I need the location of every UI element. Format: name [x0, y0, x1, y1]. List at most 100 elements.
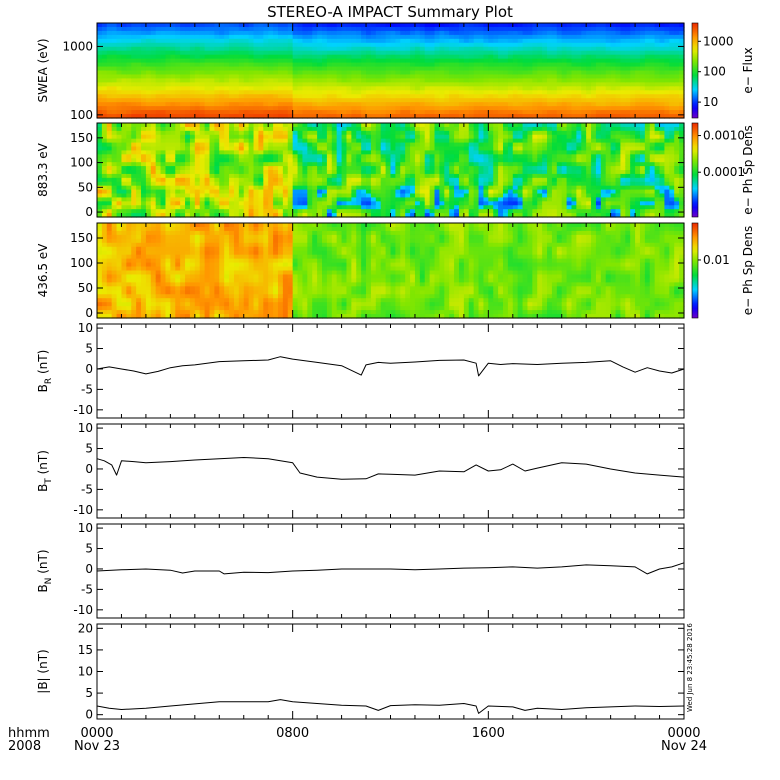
heatmap-cell: [126, 62, 132, 68]
heatmap-cell: [547, 66, 553, 72]
heatmap-cell: [233, 30, 240, 36]
heatmap-cell: [532, 62, 538, 68]
heatmap-cell: [429, 23, 436, 28]
heatmap-cell: [649, 110, 656, 115]
heatmap-cell: [595, 74, 602, 80]
heatmap-cell: [126, 78, 132, 83]
heatmap-cell: [361, 70, 367, 76]
heatmap-cell: [390, 90, 396, 95]
heatmap-cell: [111, 38, 118, 44]
heatmap-cell: [312, 94, 318, 99]
heatmap-cell: [571, 38, 577, 44]
heatmap-cell: [414, 166, 421, 171]
heatmap-cell: [312, 58, 318, 64]
heatmap-cell: [214, 98, 220, 103]
heatmap-cell: [209, 70, 215, 76]
heatmap-cell: [468, 209, 475, 214]
heatmap-cell: [322, 154, 328, 159]
heatmap-cell: [625, 86, 631, 91]
heatmap-cell: [468, 102, 475, 107]
heatmap-cell: [556, 114, 563, 119]
heatmap-cell: [282, 154, 289, 159]
heatmap-cell: [322, 42, 328, 48]
heatmap-cell: [150, 213, 157, 218]
heatmap-cell: [263, 58, 269, 64]
heatmap-cell: [287, 150, 294, 155]
heatmap-cell: [444, 170, 450, 175]
heatmap-cell: [390, 213, 396, 218]
heatmap-cell: [326, 78, 333, 83]
heatmap-cell: [150, 173, 157, 179]
heatmap-cell: [277, 185, 284, 191]
heatmap-cell: [395, 209, 401, 214]
heatmap-cell: [273, 38, 279, 44]
heatmap-cell: [243, 78, 250, 83]
heatmap-cell: [141, 170, 147, 175]
heatmap-cell: [478, 146, 485, 152]
heatmap-cell: [429, 54, 436, 60]
heatmap-cell: [233, 46, 240, 52]
heatmap-cell: [336, 38, 343, 44]
heatmap-cell: [341, 86, 348, 91]
heatmap-cell: [439, 82, 445, 87]
heatmap-cell: [141, 106, 147, 111]
heatmap-cell: [238, 106, 245, 111]
heatmap-cell: [595, 94, 602, 99]
heatmap-cell: [385, 110, 392, 115]
heatmap-cell: [414, 177, 421, 183]
heatmap-cell: [375, 26, 382, 32]
heatmap-cell: [253, 98, 260, 103]
heatmap-cell: [297, 142, 304, 148]
heatmap-cell: [361, 114, 367, 119]
heatmap-cell: [463, 54, 470, 60]
heatmap-cell: [537, 26, 543, 32]
heatmap-cell: [126, 209, 132, 214]
heatmap-cell: [145, 78, 152, 83]
heatmap-cell: [101, 166, 108, 171]
heatmap-cell: [605, 62, 612, 68]
heatmap-cell: [493, 126, 499, 132]
heatmap-cell: [317, 138, 323, 144]
heatmap-cell: [185, 66, 191, 72]
heatmap-cell: [375, 158, 382, 163]
heatmap-cell: [561, 94, 568, 99]
heatmap-cell: [292, 106, 299, 111]
heatmap-cell: [439, 86, 445, 91]
heatmap-cell: [635, 26, 641, 32]
heatmap-cell: [175, 90, 181, 95]
heatmap-cell: [356, 34, 362, 40]
heatmap-cell: [273, 82, 279, 87]
heatmap-cell: [512, 58, 519, 64]
heatmap-cell: [150, 78, 157, 83]
heatmap-cell: [263, 205, 269, 210]
heatmap-cell: [454, 177, 460, 183]
heatmap-cell: [395, 162, 401, 167]
heatmap-cell: [322, 205, 328, 210]
heatmap-cell: [268, 181, 274, 187]
heatmap-cell: [542, 102, 548, 107]
heatmap-cell: [180, 209, 186, 214]
heatmap-cell: [214, 82, 220, 87]
heatmap-cell: [458, 62, 465, 68]
heatmap-cell: [468, 181, 475, 187]
heatmap-cell: [571, 30, 577, 36]
heatmap-cell: [131, 146, 137, 152]
heatmap-cell: [400, 38, 406, 44]
heatmap-cell: [258, 106, 264, 111]
heatmap-cell: [302, 102, 308, 107]
heatmap-cell: [263, 82, 269, 87]
heatmap-cell: [331, 23, 338, 28]
heatmap-cell: [204, 62, 211, 68]
heatmap-cell: [189, 126, 196, 132]
heatmap-cell: [322, 158, 328, 163]
heatmap-cell: [439, 150, 445, 155]
heatmap-cell: [390, 50, 396, 56]
heatmap-cell: [503, 58, 509, 64]
heatmap-cell: [302, 54, 308, 60]
heatmap-cell: [478, 58, 485, 64]
heatmap-cell: [503, 134, 509, 140]
heatmap-cell: [463, 34, 470, 40]
heatmap-cell: [126, 177, 132, 183]
heatmap-cell: [106, 134, 113, 140]
heatmap-cell: [478, 62, 485, 68]
